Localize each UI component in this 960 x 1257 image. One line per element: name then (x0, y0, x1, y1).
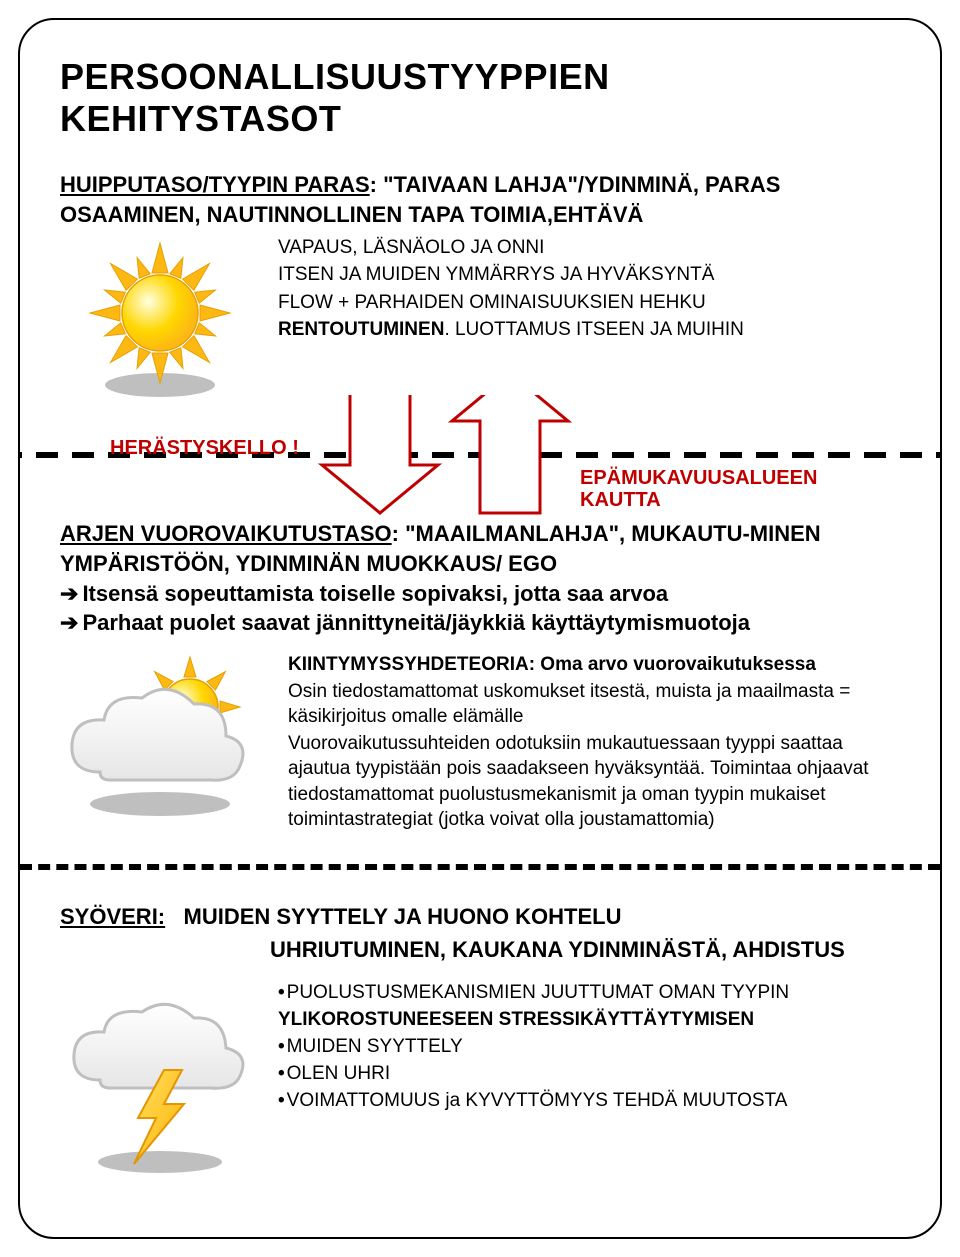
section-mid-level: ARJEN VUOROVAIKUTUSTASO: "MAAILMANLAHJA"… (20, 519, 940, 833)
page-title: PERSOONALLISUUSTYYPPIEN KEHITYSTASOT (20, 56, 940, 170)
section2-row: KIINTYMYSSYHDETEORIA: Oma arvo vuorovaik… (60, 652, 900, 834)
section1-text: VAPAUS, LÄSNÄOLO JA ONNI ITSEN JA MUIDEN… (278, 235, 900, 343)
section2-para-line1: Osin tiedostamattomat uskomukset itsestä… (288, 679, 900, 729)
section2-bullet1: Itsensä sopeuttamista toiselle sopivaksi… (60, 579, 900, 609)
section3-bullet3: VOIMATTOMUUS ja KYVYTTÖMYYS TEHDÄ MUUTOS… (278, 1088, 900, 1113)
section1-line4-rest: . LUOTTAMUS ITSEEN JA MUIHIN (444, 319, 743, 340)
section2-heading-ul: ARJEN VUOROVAIKUTUSTASO (60, 521, 392, 546)
section1-heading-ul: HUIPPUTASO/TYYPIN PARAS (60, 172, 370, 197)
section1-line1: VAPAUS, LÄSNÄOLO JA ONNI (278, 235, 900, 260)
section2-para-line2: Vuorovaikutussuhteiden odotuksiin mukaut… (288, 731, 900, 831)
section2-heading: ARJEN VUOROVAIKUTUSTASO: "MAAILMANLAHJA"… (60, 519, 900, 638)
section3-heading-ul: SYÖVERI: (60, 904, 165, 929)
section2-text: KIINTYMYSSYHDETEORIA: Oma arvo vuorovaik… (288, 652, 900, 834)
section2-para-title: KIINTYMYSSYHDETEORIA: Oma arvo vuorovaik… (288, 652, 900, 677)
section3-bullet1: MUIDEN SYYTTELY (278, 1034, 900, 1059)
cloud-bolt-icon (60, 980, 260, 1180)
section1-line3: FLOW + PARHAIDEN OMINAISUUKSIEN HEHKU (278, 290, 900, 315)
section1-line2: ITSEN JA MUIDEN YMMÄRRYS JA HYVÄKSYNTÄ (278, 262, 900, 287)
label-discomfort: EPÄMUKAVUUSALUEEN KAUTTA (580, 467, 810, 511)
section-bottom-level: SYÖVERI: MUIDEN SYYTTELY JA HUONO KOHTEL… (20, 900, 940, 1180)
section3-heading-line2: UHRIUTUMINEN, KAUKANA YDINMINÄSTÄ, AHDIS… (60, 933, 900, 966)
section1-heading: HUIPPUTASO/TYYPIN PARAS: "TAIVAAN LAHJA"… (60, 170, 900, 229)
transition-arrows: HERÄSTYSKELLO ! EPÄMUKAVUUSALUEEN KAUTTA (20, 395, 940, 515)
section3-row: PUOLUSTUSMEKANISMIEN JUUTTUMAT OMAN TYYP… (60, 980, 900, 1180)
section2-bullet2: Parhaat puolet saavat jännittyneitä/jäyk… (60, 608, 900, 638)
section1-row: VAPAUS, LÄSNÄOLO JA ONNI ITSEN JA MUIDEN… (60, 235, 900, 405)
section3-heading-line1: MUIDEN SYYTTELY JA HUONO KOHTELU (177, 904, 621, 929)
section3-bullet-bold: YLIKOROSTUNEESEEN STRESSIKÄYTTÄYTYMISEN (278, 1007, 900, 1032)
section1-line4: RENTOUTUMINEN. LUOTTAMUS ITSEEN JA MUIHI… (278, 317, 900, 342)
section3-heading: SYÖVERI: MUIDEN SYYTTELY JA HUONO KOHTEL… (60, 900, 900, 966)
sun-cloud-icon (60, 652, 270, 822)
section3-bullet-pre: PUOLUSTUSMEKANISMIEN JUUTTUMAT OMAN TYYP… (278, 980, 900, 1005)
section3-bullet2: OLEN UHRI (278, 1061, 900, 1086)
label-wakeup: HERÄSTYSKELLO ! (110, 437, 299, 459)
divider-2 (20, 864, 940, 870)
sun-icon (60, 235, 260, 405)
section-top-level: HUIPPUTASO/TYYPIN PARAS: "TAIVAAN LAHJA"… (20, 170, 940, 405)
infographic-frame: PERSOONALLISUUSTYYPPIEN KEHITYSTASOT HUI… (18, 18, 942, 1239)
section3-text: PUOLUSTUSMEKANISMIEN JUUTTUMAT OMAN TYYP… (278, 980, 900, 1115)
section1-line4-bold: RENTOUTUMINEN (278, 319, 444, 340)
